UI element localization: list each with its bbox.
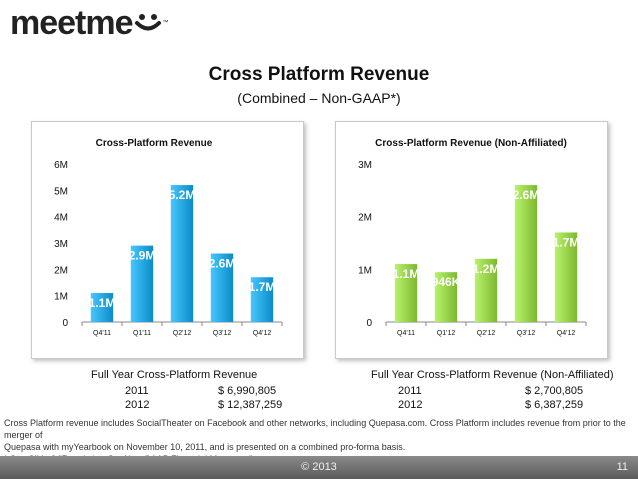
- bar: [170, 185, 194, 322]
- data-label: 1.7M: [553, 235, 580, 249]
- bar: [554, 232, 578, 322]
- y-tick-label: 4M: [54, 213, 68, 224]
- data-label: 5.2M: [169, 188, 196, 202]
- summary-value: $ 2,700,805: [525, 385, 584, 397]
- data-label: 2.6M: [513, 188, 540, 202]
- summary-year: 2011: [398, 385, 422, 397]
- data-label: 2.9M: [129, 249, 156, 263]
- chart-panel-combined: Cross-Platform Revenue 0 1M 2M 3M 4M 5M 6M 1.1M Q…: [31, 121, 304, 359]
- bar: [210, 253, 234, 322]
- bar: [250, 277, 274, 322]
- x-tick-label: Q3'12: [213, 330, 232, 337]
- summary-year: 2012: [398, 399, 423, 411]
- data-label: 1.7M: [249, 280, 276, 294]
- y-tick-label: 3M: [358, 160, 372, 171]
- bar: [434, 272, 458, 322]
- chart-title: Cross-Platform Revenue (Non-Affiliated): [375, 138, 567, 149]
- bar: [394, 264, 418, 322]
- page-number: 11: [616, 461, 628, 473]
- x-tick-label: Q1'12: [437, 330, 456, 337]
- y-tick-label: 1M: [54, 292, 68, 303]
- y-tick-label: 2M: [54, 265, 68, 276]
- x-tick-label: Q2'12: [477, 330, 496, 337]
- chart-panel-non-affiliated: Cross-Platform Revenue (Non-Affiliated) 0…: [335, 121, 608, 359]
- copyright: © 2013: [301, 461, 337, 473]
- slide-title: Cross Platform Revenue: [208, 64, 430, 85]
- meetme-logo: meetme ™: [10, 4, 169, 42]
- smile-icon: [133, 6, 163, 40]
- x-tick-label: Q4'12: [557, 330, 576, 337]
- bar: [90, 293, 114, 322]
- logo-text: meetme: [10, 4, 134, 42]
- data-label: 1.2M: [473, 262, 500, 276]
- chart-non-affiliated: Cross-Platform Revenue (Non-Affiliated) 0…: [358, 138, 587, 337]
- y-tick-label: 3M: [54, 239, 68, 250]
- trademark: ™: [162, 20, 169, 26]
- x-tick-label: Q1'11: [133, 330, 151, 337]
- footnote-line: Quepasa with myYearbook on November 10, …: [4, 442, 406, 452]
- summary-non-affiliated: Full Year Cross-Platform Revenue (Non-Af…: [371, 369, 621, 411]
- x-tick-label: Q4'11: [93, 330, 111, 337]
- x-tick-label: Q4'12: [253, 330, 272, 337]
- summary-value: $ 6,387,259: [525, 399, 584, 411]
- y-tick-label: 0: [62, 318, 68, 329]
- data-label: 1.1M: [89, 296, 116, 310]
- bar: [474, 258, 498, 322]
- footnote-line: Cross Platform revenue includes SocialTh…: [4, 418, 626, 440]
- summary-value: $ 12,387,259: [218, 399, 283, 411]
- y-tick-label: 1M: [358, 265, 372, 276]
- bar: [130, 245, 154, 322]
- summary-combined: Full Year Cross-Platform Revenue 2011 $ …: [91, 369, 331, 411]
- summary-heading: Full Year Cross-Platform Revenue: [91, 369, 258, 381]
- summary-year: 2012: [125, 399, 150, 411]
- y-tick-label: 6M: [54, 160, 68, 171]
- data-label: 946K: [432, 275, 461, 289]
- x-tick-label: Q3'12: [517, 330, 536, 337]
- summary-heading: Full Year Cross-Platform Revenue (Non-Af…: [371, 369, 614, 381]
- summary-value: $ 6,990,805: [218, 385, 277, 397]
- slide-subtitle: (Combined – Non-GAAP*): [237, 90, 401, 106]
- summary-year: 2011: [125, 385, 149, 397]
- footer-bar: © 2013 11: [0, 456, 638, 479]
- x-tick-label: Q2'12: [173, 330, 192, 337]
- y-tick-label: 0: [366, 318, 372, 329]
- y-tick-label: 2M: [358, 213, 372, 224]
- bar: [514, 185, 538, 322]
- data-label: 2.6M: [209, 257, 236, 271]
- chart-combined: Cross-Platform Revenue 0 1M 2M 3M 4M 5M 6M 1.1M Q…: [54, 138, 283, 337]
- y-tick-label: 5M: [54, 186, 68, 197]
- x-tick-label: Q4'11: [397, 330, 415, 337]
- chart-title: Cross-Platform Revenue: [96, 138, 213, 149]
- data-label: 1.1M: [393, 267, 420, 281]
